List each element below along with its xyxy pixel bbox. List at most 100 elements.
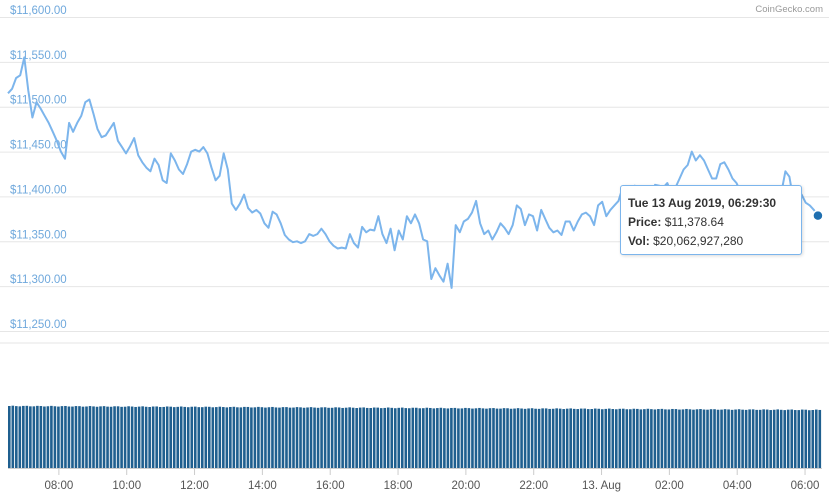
volume-bar — [341, 407, 344, 468]
volume-bar — [692, 409, 695, 468]
volume-bar — [460, 408, 464, 468]
volume-bar — [236, 407, 239, 468]
volume-bar — [169, 406, 173, 468]
volume-bar — [748, 409, 751, 468]
volume-bar — [695, 409, 699, 468]
volume-bar — [257, 406, 260, 468]
volume-bar — [597, 408, 601, 468]
volume-bar — [365, 407, 369, 468]
volume-bar — [60, 406, 64, 468]
credit-link[interactable]: CoinGecko.com — [755, 4, 823, 15]
volume-bar — [439, 407, 443, 468]
volume-bar — [376, 407, 380, 468]
volume-bar — [151, 406, 155, 468]
volume-bar — [337, 407, 341, 468]
volume-bar — [123, 406, 127, 468]
volume-bar — [372, 407, 376, 468]
volume-bar — [492, 408, 495, 468]
volume-bar — [344, 407, 348, 468]
volume-bar — [190, 406, 194, 468]
volume-bar — [102, 406, 106, 468]
volume-bar — [699, 409, 702, 468]
volume-bar — [706, 409, 709, 468]
volume-bar — [730, 409, 734, 468]
volume-bar — [685, 408, 688, 468]
volume-bar — [443, 408, 446, 468]
volume-bar — [404, 408, 408, 468]
volume-bar — [127, 406, 130, 468]
volume-bar — [397, 407, 401, 468]
x-tick-label: 14:00 — [248, 480, 277, 492]
volume-bar — [106, 406, 109, 468]
volume-bar — [765, 409, 769, 468]
x-tick-label: 22:00 — [519, 480, 548, 492]
volume-bar — [88, 406, 92, 468]
volume-bar — [260, 407, 264, 468]
volume-bar — [579, 408, 583, 468]
volume-bar — [85, 406, 88, 468]
volume-bar — [74, 406, 78, 468]
volume-bar — [218, 406, 222, 468]
volume-bar — [629, 409, 632, 468]
volume-bar — [267, 407, 271, 468]
volume-bar — [29, 406, 32, 468]
volume-bar — [50, 405, 53, 468]
volume-bars — [8, 405, 822, 468]
volume-bar — [807, 410, 811, 468]
volume-bar — [495, 408, 499, 468]
volume-bar — [478, 407, 481, 468]
tooltip-price-label: Price: — [628, 215, 662, 229]
volume-bar — [632, 408, 636, 468]
volume-bar — [57, 406, 60, 468]
volume-bar — [120, 406, 123, 468]
volume-bar — [292, 407, 295, 468]
volume-bar — [618, 408, 622, 468]
x-tick-label: 20:00 — [451, 480, 480, 492]
volume-bar — [137, 406, 141, 468]
volume-bar — [358, 407, 362, 468]
volume-bar — [688, 409, 692, 468]
volume-bar — [779, 409, 783, 468]
volume-bar — [158, 406, 162, 468]
volume-bar — [751, 409, 755, 468]
volume-bar — [306, 407, 309, 468]
volume-bar — [737, 409, 741, 468]
volume-bar — [797, 410, 801, 468]
volume-bar — [295, 407, 299, 468]
volume-bar — [302, 407, 306, 468]
x-tick-label: 12:00 — [180, 480, 209, 492]
x-tick-label: 10:00 — [112, 480, 141, 492]
volume-bar — [776, 409, 779, 468]
volume-bar — [671, 408, 674, 468]
tooltip-date: Tue 13 Aug 2019, 06:29:30 — [628, 196, 777, 210]
volume-bar — [239, 407, 243, 468]
tooltip-vol-label: Vol: — [628, 234, 650, 248]
volume-bar — [551, 408, 555, 468]
volume-bar — [46, 406, 50, 468]
volume-bar — [400, 407, 404, 468]
volume-bar — [393, 408, 397, 468]
volume-bar — [636, 408, 639, 468]
volume-bar — [274, 407, 278, 468]
volume-bar — [11, 405, 15, 468]
volume-bar — [144, 406, 148, 468]
volume-bar — [141, 406, 144, 468]
x-axis-labels: 08:00 10:00 12:00 14:00 16:00 18:00 20:00 22:00… — [8, 468, 822, 492]
volume-bar — [330, 407, 334, 468]
x-tick-label: 06:00 — [791, 480, 820, 492]
volume-bar — [818, 409, 822, 468]
price-line — [7, 56, 819, 289]
volume-bar — [386, 407, 390, 468]
volume-bar — [432, 408, 436, 468]
volume-bar — [390, 407, 394, 468]
volume-bar — [530, 408, 534, 468]
volume-bar — [534, 408, 537, 468]
volume-bar — [611, 409, 615, 468]
volume-bar — [64, 405, 67, 468]
volume-bar — [172, 407, 176, 468]
volume-bar — [95, 406, 99, 468]
volume-bar — [316, 407, 320, 468]
x-tick-label: 18:00 — [384, 480, 413, 492]
volume-bar — [720, 409, 723, 468]
